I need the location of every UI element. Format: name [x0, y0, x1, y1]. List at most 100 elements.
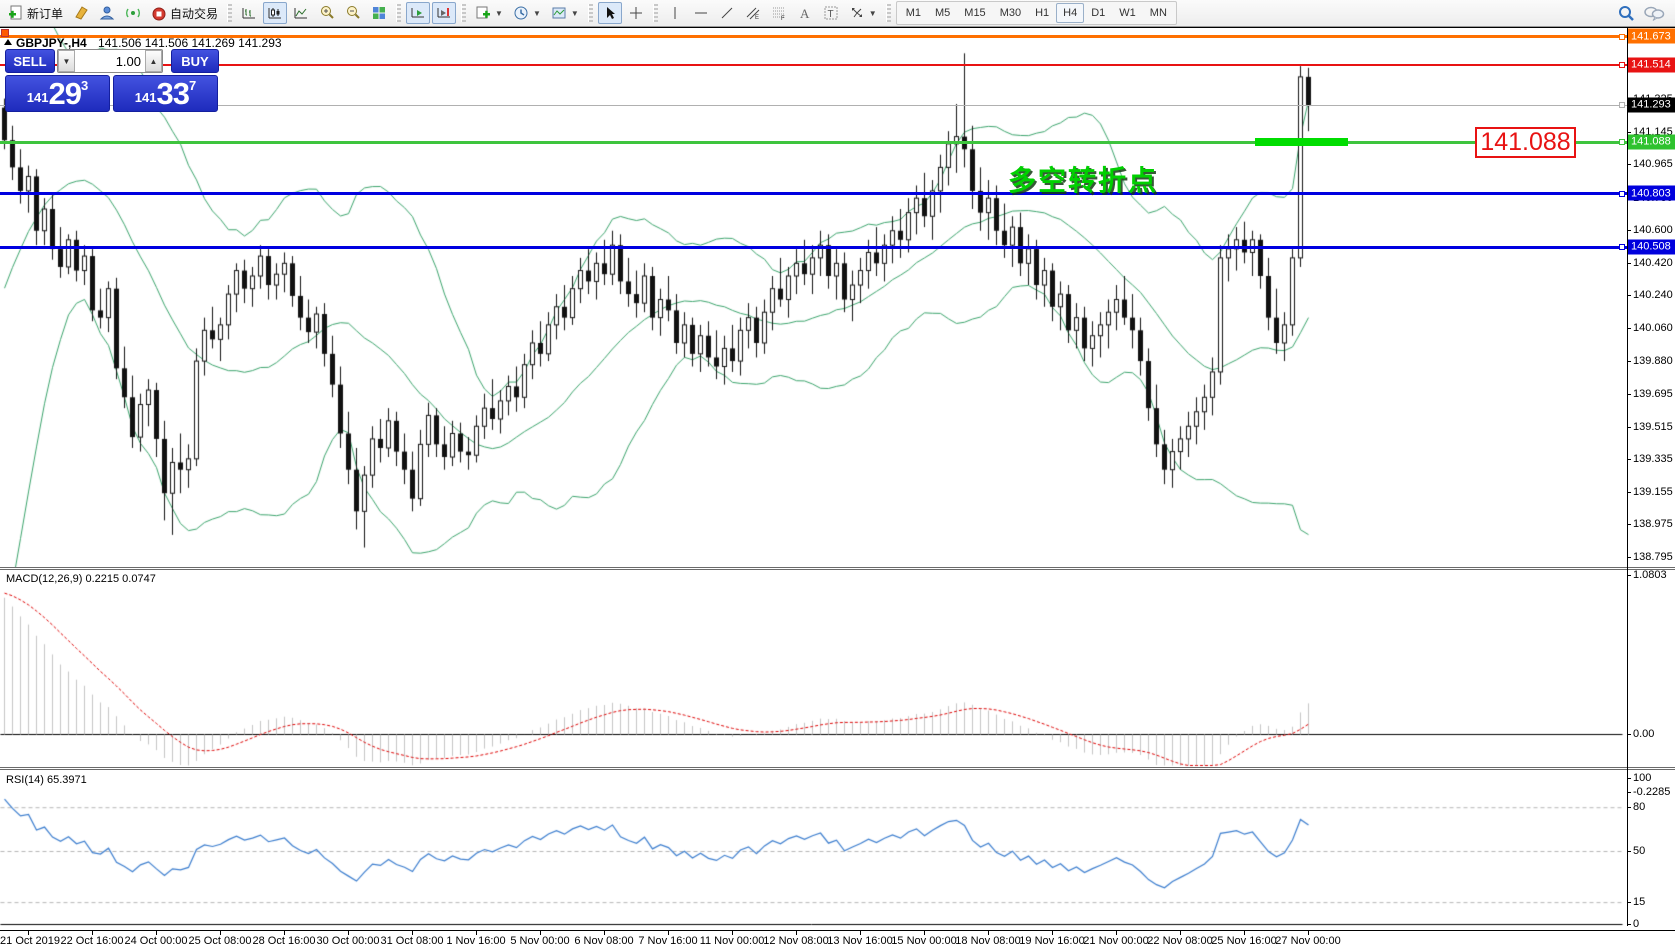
chat-icon[interactable]: [1643, 5, 1665, 21]
toolbar-grip: [396, 4, 402, 22]
trendline-icon: [721, 7, 733, 19]
time-axis[interactable]: 21 Oct 2019 22 Oct 16:00 24 Oct 00:00 25 Oc…: [0, 930, 1675, 948]
price-horizontal-line[interactable]: [0, 102, 1627, 109]
chart-shift-icon: [437, 8, 451, 18]
time-tick: [92, 931, 93, 935]
zoom-in-button[interactable]: [315, 2, 339, 24]
macd-panel-canvas[interactable]: [0, 570, 1627, 767]
new-order-button[interactable]: 新订单: [4, 2, 67, 24]
channel-button[interactable]: E: [741, 2, 765, 24]
macd-rsi-splitter[interactable]: [0, 767, 1675, 770]
timeframe-button-M30[interactable]: M30: [999, 7, 1022, 19]
buy-price-quote[interactable]: 141 33 7: [113, 75, 218, 112]
time-axis-label: 25 Nov 16:00: [1211, 935, 1277, 947]
sell-price-prefix: 141: [26, 90, 49, 105]
time-axis-label: 24 Oct 00:00: [124, 935, 188, 947]
green-trend-segment[interactable]: [1255, 137, 1348, 146]
time-axis-label: 19 Nov 16:00: [1019, 935, 1085, 947]
buy-button[interactable]: BUY: [171, 49, 219, 73]
periods-button[interactable]: ▼: [509, 2, 545, 24]
sell-price-quote[interactable]: 141 29 3: [5, 75, 110, 112]
auto-scroll-icon: [411, 8, 425, 18]
cursor-icon: [606, 7, 615, 19]
one-click-panel-toggle-icon[interactable]: [4, 39, 12, 45]
fibonacci-button[interactable]: F: [767, 2, 791, 24]
price-tick-label: 139.515: [1627, 420, 1673, 433]
chart-window-icon[interactable]: [1, 29, 9, 37]
text-icon: A: [800, 6, 810, 21]
price-horizontal-line[interactable]: [0, 61, 1627, 68]
timeframe-button-M15[interactable]: M15: [964, 7, 986, 19]
volume-decrease-button[interactable]: ▼: [58, 50, 75, 72]
rsi-panel-canvas[interactable]: [0, 770, 1627, 930]
cursor-button[interactable]: [597, 2, 622, 24]
text-label-button[interactable]: T: [819, 2, 843, 24]
auto-scroll-button[interactable]: [406, 2, 431, 24]
zoom-in-icon: [321, 6, 334, 19]
arrows-button[interactable]: ▼: [845, 2, 881, 24]
price-horizontal-line[interactable]: [0, 33, 1627, 40]
main-chart-canvas[interactable]: [0, 28, 1627, 568]
crosshair-button[interactable]: [624, 2, 648, 24]
horizontal-line-button[interactable]: [689, 2, 713, 24]
candlestick-button[interactable]: [263, 2, 288, 24]
line-anchor-handle[interactable]: [1619, 139, 1625, 146]
chart-shift-button[interactable]: [432, 2, 457, 24]
line-anchor-handle[interactable]: [1619, 190, 1625, 197]
time-axis-label: 18 Nov 08:00: [955, 935, 1021, 947]
time-axis-label: 5 Nov 00:00: [510, 935, 570, 947]
time-axis-label: 31 Oct 08:00: [380, 935, 444, 947]
vertical-line-button[interactable]: [663, 2, 687, 24]
templates-button[interactable]: ▼: [547, 2, 583, 24]
rsi-label: RSI(14) 65.3971: [6, 774, 87, 786]
zoom-out-button[interactable]: [341, 2, 365, 24]
community-button[interactable]: [95, 2, 119, 24]
macd-scale-label: 1.0803: [1627, 569, 1667, 581]
text-button[interactable]: A: [793, 2, 817, 24]
toolbar-grip: [461, 4, 467, 22]
ohlc-values: 141.506 141.506 141.269 141.293: [98, 36, 282, 50]
toolbar-grip: [652, 4, 658, 22]
styler-button[interactable]: [69, 2, 93, 24]
timeframe-button-M5[interactable]: M5: [935, 7, 951, 19]
search-icon[interactable]: [1618, 5, 1635, 22]
timeframe-button-MN[interactable]: MN: [1149, 7, 1167, 19]
tile-windows-button[interactable]: [367, 2, 391, 24]
volume-increase-button[interactable]: ▲: [145, 50, 162, 72]
timeframe-button-H4[interactable]: H4: [1056, 3, 1085, 23]
sell-button[interactable]: SELL: [5, 49, 55, 73]
time-tick: [412, 931, 413, 935]
time-tick: [796, 931, 797, 935]
time-tick: [1052, 931, 1053, 935]
timeframe-button-D1[interactable]: D1: [1091, 7, 1106, 19]
buy-price-pip: 7: [188, 78, 197, 93]
autotrade-button[interactable]: 自动交易: [147, 2, 222, 24]
line-anchor-handle[interactable]: [1619, 61, 1625, 68]
zoom-out-icon: [347, 6, 360, 19]
volume-input[interactable]: [75, 50, 145, 72]
bar-chart-button[interactable]: [237, 2, 261, 24]
timeframe-button-M1[interactable]: M1: [905, 7, 921, 19]
line-chart-button[interactable]: [289, 2, 313, 24]
sell-price-pip: 3: [80, 78, 89, 93]
price-horizontal-line[interactable]: [0, 190, 1627, 197]
line-anchor-handle[interactable]: [1619, 244, 1625, 251]
macd-label: MACD(12,26,9) 0.2215 0.0747: [6, 573, 156, 585]
price-line-label: 140.803: [1628, 185, 1675, 201]
price-tick-label: 140.965: [1627, 158, 1673, 171]
time-axis-label: 6 Nov 08:00: [574, 935, 634, 947]
signals-button[interactable]: [121, 2, 145, 24]
trendline-button[interactable]: [715, 2, 739, 24]
price-tick-label: 139.335: [1627, 453, 1673, 466]
main-macd-splitter[interactable]: [0, 567, 1675, 570]
line-anchor-handle[interactable]: [1619, 33, 1625, 40]
timeframe-button-H1[interactable]: H1: [1035, 7, 1050, 19]
line-anchor-handle[interactable]: [1619, 102, 1625, 109]
price-horizontal-line[interactable]: [0, 244, 1627, 251]
price-horizontal-line[interactable]: [0, 139, 1627, 146]
symbol-period-label: GBPJPY-,H4: [16, 36, 87, 50]
price-tick-label: 140.600: [1627, 224, 1673, 237]
new-chart-button[interactable]: ▼: [471, 2, 507, 24]
timeframe-button-W1[interactable]: W1: [1119, 7, 1136, 19]
time-axis-label: 27 Nov 00:00: [1275, 935, 1341, 947]
